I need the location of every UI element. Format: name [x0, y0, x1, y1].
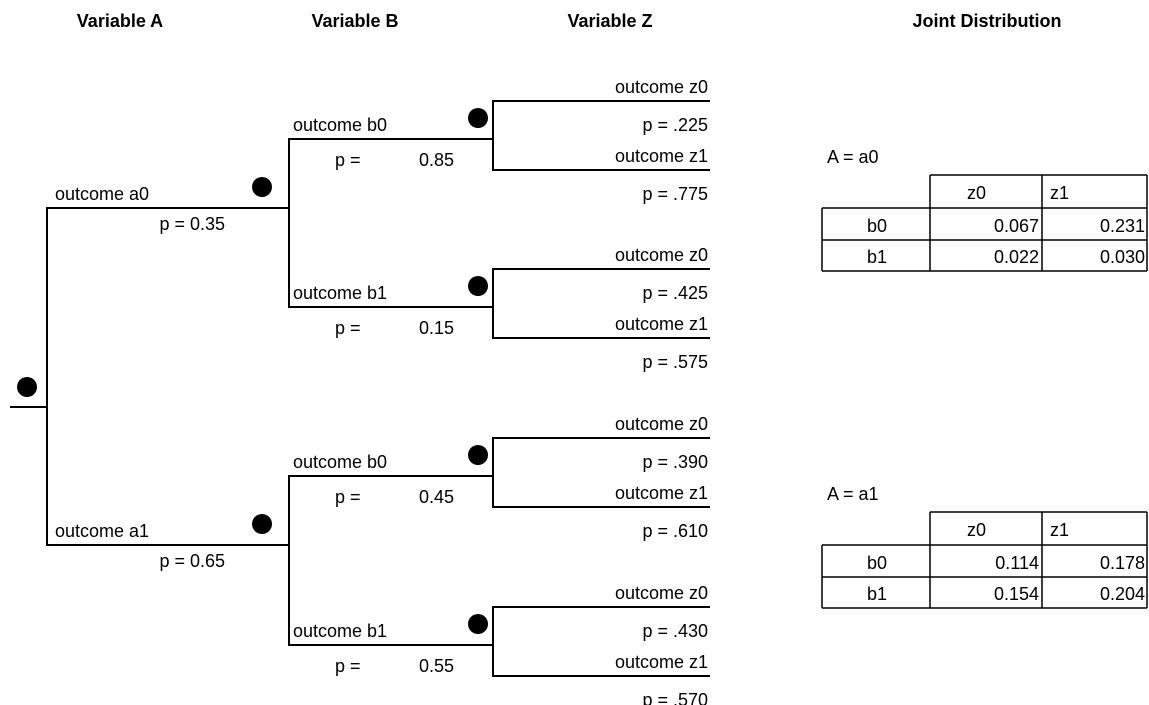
- branch-label: outcome z0: [615, 77, 708, 97]
- cell-value: 0.022: [994, 247, 1039, 267]
- branch-label: outcome z0: [615, 583, 708, 603]
- branch-prob-label: p =: [335, 150, 361, 170]
- cell-value: 0.178: [1100, 553, 1145, 573]
- branch-prob-label: p =: [335, 318, 361, 338]
- chance-node: [468, 614, 488, 634]
- row-label: b1: [867, 584, 887, 604]
- branch-prob: 0.55: [419, 656, 454, 676]
- branch-prob: p = .775: [642, 184, 708, 204]
- branch-prob: p = 0.35: [159, 214, 225, 234]
- table-title: A = a0: [827, 147, 879, 167]
- branch-label: outcome a1: [55, 521, 149, 541]
- row-label: b1: [867, 247, 887, 267]
- column-header-cell: z1: [1050, 183, 1069, 203]
- branch-prob-label: p =: [335, 487, 361, 507]
- branch-label: outcome b0: [293, 452, 387, 472]
- chance-node: [252, 514, 272, 534]
- column-header: Variable A: [77, 11, 163, 31]
- branch-label: outcome b0: [293, 115, 387, 135]
- branch-prob: p = .575: [642, 352, 708, 372]
- branch-label: outcome b1: [293, 283, 387, 303]
- branch-prob: p = .390: [642, 452, 708, 472]
- branch-label: outcome z1: [615, 314, 708, 334]
- table-title: A = a1: [827, 484, 879, 504]
- cell-value: 0.030: [1100, 247, 1145, 267]
- chance-node: [468, 108, 488, 128]
- branch-prob: p = 0.65: [159, 551, 225, 571]
- column-header-cell: z0: [967, 183, 986, 203]
- branch-label: outcome z1: [615, 146, 708, 166]
- branch-label: outcome a0: [55, 184, 149, 204]
- column-header: Joint Distribution: [913, 11, 1062, 31]
- chance-node: [252, 177, 272, 197]
- cell-value: 0.067: [994, 216, 1039, 236]
- branch-prob: 0.85: [419, 150, 454, 170]
- branch-prob-label: p =: [335, 656, 361, 676]
- branch-prob: p = .225: [642, 115, 708, 135]
- column-header: Variable B: [311, 11, 398, 31]
- branch-prob: 0.15: [419, 318, 454, 338]
- column-header: Variable Z: [567, 11, 652, 31]
- cell-value: 0.114: [995, 553, 1039, 573]
- column-header-cell: z1: [1050, 520, 1069, 540]
- branch-prob: p = .425: [642, 283, 708, 303]
- branch-prob: p = .430: [642, 621, 708, 641]
- cell-value: 0.231: [1100, 216, 1145, 236]
- cell-value: 0.204: [1100, 584, 1145, 604]
- branch-label: outcome z0: [615, 414, 708, 434]
- branch-prob: p = .570: [642, 690, 708, 705]
- branch-prob: 0.45: [419, 487, 454, 507]
- branch-label: outcome z1: [615, 652, 708, 672]
- chance-node: [468, 276, 488, 296]
- branch-label: outcome z0: [615, 245, 708, 265]
- row-label: b0: [867, 553, 887, 573]
- chance-node: [468, 445, 488, 465]
- branch-prob: p = .610: [642, 521, 708, 541]
- branch-label: outcome b1: [293, 621, 387, 641]
- column-header-cell: z0: [967, 520, 986, 540]
- row-label: b0: [867, 216, 887, 236]
- cell-value: 0.154: [994, 584, 1039, 604]
- chance-node: [17, 377, 37, 397]
- branch-label: outcome z1: [615, 483, 708, 503]
